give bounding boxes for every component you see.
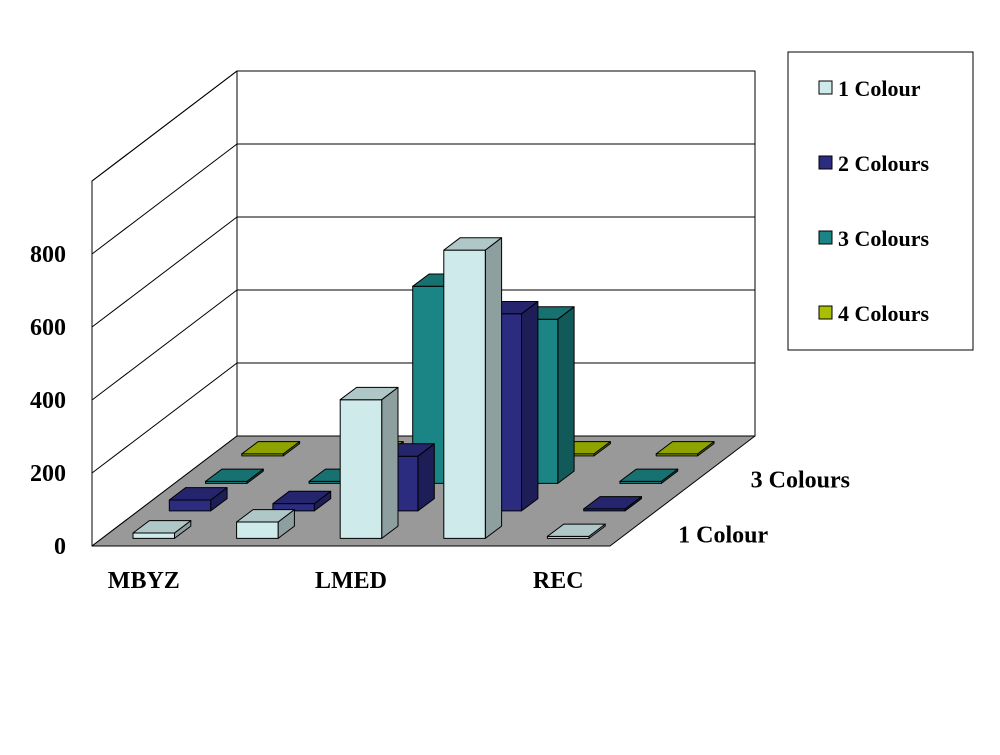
bar-top bbox=[205, 468, 264, 482]
bar-top bbox=[241, 441, 301, 455]
gridline bbox=[91, 216, 755, 328]
gridline bbox=[91, 362, 755, 474]
gridline bbox=[91, 143, 755, 255]
bar-top bbox=[236, 509, 295, 523]
bar bbox=[583, 496, 642, 512]
legend-swatch bbox=[818, 155, 833, 170]
legend-swatch bbox=[818, 305, 833, 320]
bar-top bbox=[546, 523, 606, 537]
legend-label: 1 Colour bbox=[838, 76, 921, 101]
bar-top bbox=[168, 487, 228, 501]
bar-side bbox=[484, 237, 503, 539]
bar bbox=[132, 520, 192, 539]
y-tick-label: 600 bbox=[30, 315, 66, 341]
bar bbox=[619, 468, 679, 484]
bar-top bbox=[655, 441, 715, 455]
bar bbox=[236, 509, 295, 539]
bar-front bbox=[443, 249, 486, 539]
gridline bbox=[91, 70, 755, 182]
bar bbox=[339, 386, 399, 539]
bar-top bbox=[272, 490, 332, 505]
bar-side bbox=[557, 306, 575, 484]
legend: 1 Colour 2 Colours 3 Colours 4 Colours bbox=[787, 51, 974, 351]
x-tick-label: MBYZ bbox=[108, 568, 180, 594]
y-tick-label: 800 bbox=[30, 242, 66, 268]
bar-front bbox=[339, 399, 383, 539]
y-axis-ticks: 0 200 400 600 800 bbox=[30, 242, 66, 560]
bars bbox=[132, 237, 715, 539]
bar-top bbox=[339, 386, 399, 401]
bar bbox=[241, 441, 301, 457]
legend-label: 3 Colours bbox=[838, 226, 930, 251]
bar bbox=[443, 237, 503, 539]
legend-swatch bbox=[818, 230, 833, 245]
bar-front bbox=[236, 521, 279, 539]
bar bbox=[168, 487, 228, 512]
depth-tick-label: 1 Colour bbox=[678, 522, 768, 548]
bar-top bbox=[132, 520, 192, 534]
bar-side bbox=[381, 386, 399, 539]
gridlines bbox=[91, 70, 755, 474]
depth-tick-label: 3 Colours bbox=[751, 467, 850, 493]
x-axis-labels: MBYZ LMED REC bbox=[108, 568, 584, 594]
bar-side bbox=[521, 301, 539, 512]
depth-axis-labels: 1 Colour 3 Colours bbox=[678, 467, 850, 548]
bar-top bbox=[443, 237, 503, 251]
legend-label: 2 Colours bbox=[838, 151, 930, 176]
bar bbox=[546, 523, 606, 539]
gridline bbox=[91, 289, 755, 401]
x-tick-label: LMED bbox=[315, 568, 387, 594]
y-tick-label: 200 bbox=[30, 461, 66, 487]
bar-top bbox=[583, 496, 642, 510]
y-tick-label: 0 bbox=[54, 534, 66, 560]
bar-top bbox=[619, 468, 679, 482]
legend-swatch bbox=[818, 80, 833, 95]
bar-front bbox=[168, 499, 212, 512]
bar bbox=[205, 468, 264, 484]
bar bbox=[655, 441, 715, 457]
x-tick-label: REC bbox=[533, 568, 584, 594]
legend-box bbox=[787, 51, 974, 351]
legend-label: 4 Colours bbox=[838, 301, 930, 326]
bar bbox=[272, 490, 332, 512]
y-tick-label: 400 bbox=[30, 388, 66, 414]
bar-front bbox=[132, 532, 175, 539]
